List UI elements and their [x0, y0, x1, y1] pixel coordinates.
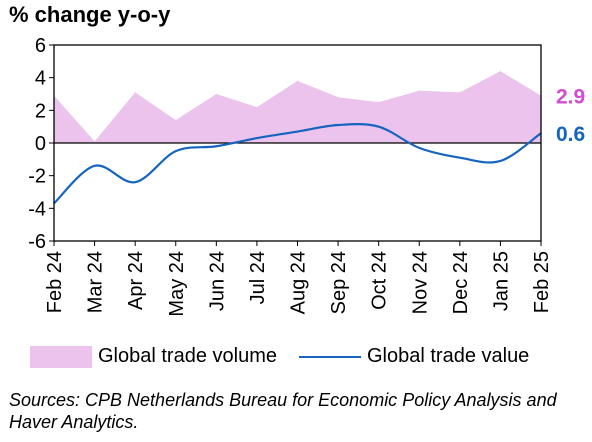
- x-tick-label: Aug 24: [288, 251, 310, 314]
- end-label-value: 0.6: [556, 123, 585, 146]
- point-volume: [418, 90, 420, 92]
- point-value: [175, 150, 177, 152]
- point-volume: [256, 106, 258, 108]
- point-volume: [215, 93, 217, 95]
- y-tick-label: -4: [28, 198, 46, 220]
- y-tick-label: 6: [35, 35, 46, 57]
- x-tick-label: Jan 25: [490, 251, 512, 311]
- x-tick-label: Feb 25: [531, 251, 553, 313]
- x-tick-label: Mar 24: [85, 251, 107, 313]
- legend-swatch-volume: [30, 345, 92, 368]
- point-value: [215, 145, 217, 147]
- x-tick-label: Feb 24: [44, 251, 66, 313]
- point-value: [418, 147, 420, 149]
- legend: Global trade volume Global trade value: [30, 345, 529, 368]
- x-tick-label: Dec 24: [450, 251, 472, 314]
- source-note: Sources: CPB Netherlands Bureau for Econ…: [9, 390, 557, 432]
- point-value: [459, 157, 461, 159]
- y-tick-label: -2: [28, 166, 46, 188]
- x-tick-label: Apr 24: [125, 251, 147, 310]
- point-value: [94, 165, 96, 167]
- point-volume: [297, 80, 298, 82]
- y-axis-title: % change y-o-y: [9, 2, 171, 27]
- point-value: [256, 137, 258, 139]
- x-tick-label: Nov 24: [409, 251, 431, 314]
- y-tick-label: 0: [35, 133, 46, 155]
- legend-label-volume: Global trade volume: [98, 345, 277, 367]
- point-value: [499, 160, 501, 162]
- point-value: [378, 126, 380, 128]
- y-tick-label: 2: [35, 100, 46, 122]
- point-value: [337, 124, 339, 126]
- point-volume: [337, 96, 339, 98]
- x-tick-label: Sep 24: [328, 251, 350, 314]
- y-tick-label: 4: [35, 68, 46, 90]
- x-tick-label: Oct 24: [369, 251, 391, 310]
- end-label-volume: 2.9: [556, 86, 585, 109]
- x-tick-label: Jun 24: [206, 251, 228, 311]
- point-value: [297, 131, 298, 133]
- y-tick-label: -6: [28, 231, 46, 253]
- point-volume: [378, 101, 380, 103]
- legend-label-value: Global trade value: [366, 345, 530, 367]
- point-value: [134, 181, 136, 183]
- point-volume: [134, 91, 136, 93]
- x-tick-label: May 24: [166, 251, 188, 317]
- legend-swatch-value: [298, 355, 361, 358]
- point-volume: [499, 70, 501, 72]
- series-area-global-trade-volume: [54, 71, 541, 143]
- point-volume: [459, 91, 461, 93]
- point-volume: [94, 140, 96, 142]
- x-tick-label: Jul 24: [247, 251, 269, 304]
- point-volume: [175, 119, 177, 121]
